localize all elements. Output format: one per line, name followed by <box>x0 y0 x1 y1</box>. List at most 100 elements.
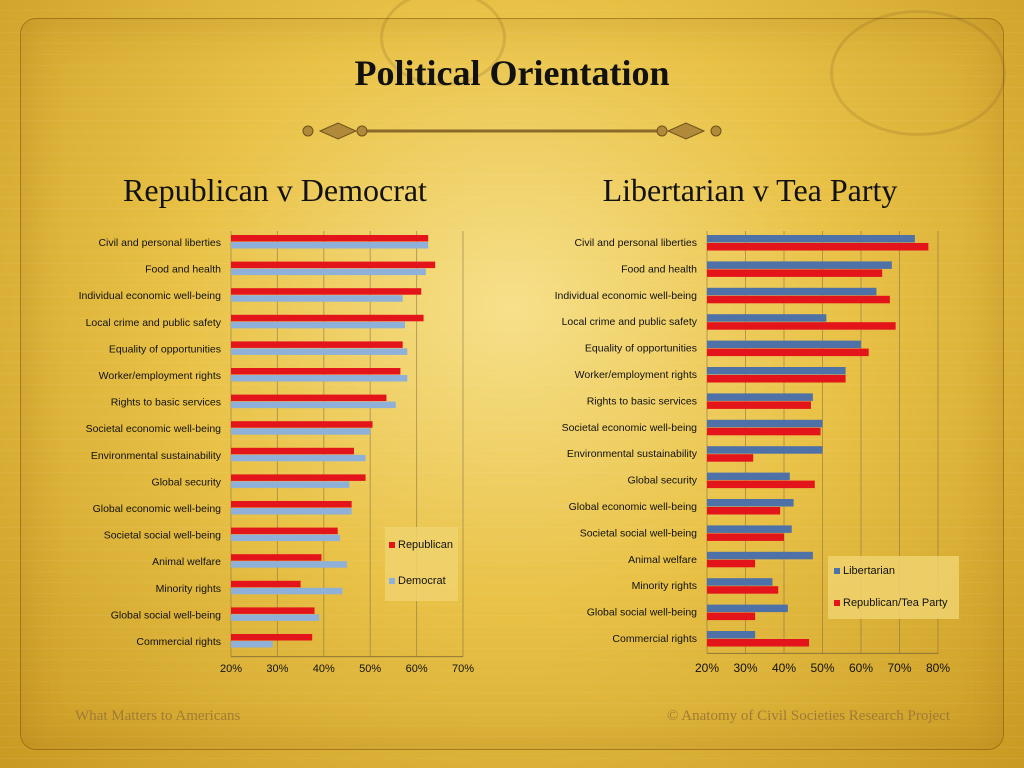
page-title: Political Orientation <box>354 53 670 93</box>
chart-1-category-label: Environmental sustainability <box>91 450 222 462</box>
chart-2-bar-series-2 <box>707 375 846 383</box>
legend-swatch-steelblue <box>834 568 840 575</box>
chart-1-bar-series-1 <box>231 580 301 588</box>
chart-2-category-label: Food and health <box>621 263 697 275</box>
chart-2-bar-series-2 <box>707 507 781 515</box>
chart-2-tick-label: 20% <box>695 661 719 675</box>
chart-1-bar-series-1 <box>231 288 422 295</box>
chart-1-tick-label: 20% <box>220 663 242 675</box>
chart-1-bar-series-2 <box>231 561 347 568</box>
chart-2-bar-series-1 <box>707 525 792 533</box>
chart-1-bar-series-1 <box>231 634 313 641</box>
chart-1-category-label: Rights to basic services <box>111 397 221 409</box>
chart-1-category-label: Global economic well-being <box>93 503 222 515</box>
chart-2-category-label: Global security <box>628 475 698 487</box>
chart-1-bar-series-2 <box>231 321 405 329</box>
chart-1-bar-series-1 <box>231 527 338 535</box>
chart-2-bar-series-2 <box>707 639 810 647</box>
footer-left: What Matters to Americans <box>75 708 241 724</box>
chart-1-category-label: Civil and personal liberties <box>98 237 221 249</box>
chart-2-bar-series-1 <box>707 340 861 349</box>
chart-2-bar-series-2 <box>707 427 821 436</box>
chart-1-category-label: Global security <box>152 476 222 488</box>
chart-1-bar-series-1 <box>231 501 352 508</box>
chart-1-bar-series-1 <box>231 554 322 561</box>
chart-2-bar-series-2 <box>707 401 811 409</box>
chart-2-category-label: Global economic well-being <box>569 501 698 513</box>
chart-1-bar-series-1 <box>231 341 403 348</box>
chart-2-category-label: Global social well-being <box>587 607 697 619</box>
chart-1-bar-series-1 <box>231 474 366 481</box>
chart-1-category-label: Local crime and public safety <box>86 317 222 329</box>
legend-item-tea-party: Republican/Tea Party <box>834 597 948 609</box>
chart-1-bar-series-2 <box>231 587 343 595</box>
chart-1-bar-series-2 <box>231 481 350 488</box>
chart-2-bar-series-1 <box>707 419 823 428</box>
chart-2-bar-series-2 <box>707 533 784 541</box>
chart-2-tick-label: 60% <box>849 661 873 675</box>
chart-2-category-label: Equality of opportunities <box>585 343 697 355</box>
chart-1-tick-label: 40% <box>313 663 335 675</box>
chart-1-bar-series-1 <box>231 447 354 455</box>
chart-2-bar-series-1 <box>707 446 823 454</box>
chart-2-bar-series-2 <box>707 322 896 330</box>
chart-2-bar-series-1 <box>707 631 756 639</box>
chart-2-bar-series-1 <box>707 287 877 296</box>
chart-1-legend: Republican Democrat <box>385 527 458 601</box>
chart-1-bar-series-2 <box>231 375 408 382</box>
chart-1-bar-series-1 <box>231 314 424 322</box>
legend-swatch-lightblue <box>389 578 395 585</box>
chart-1-bar-series-1 <box>231 394 387 402</box>
chart-2-bar-series-1 <box>707 261 892 269</box>
chart-1-bar-series-2 <box>231 454 366 462</box>
legend-label: Republican <box>398 539 454 551</box>
chart-1-bar-series-2 <box>231 508 352 515</box>
legend-swatch-red <box>834 600 840 607</box>
chart-1-bar-series-2 <box>231 242 429 249</box>
chart-1-bar-series-1 <box>231 421 373 428</box>
chart-1-bar-series-2 <box>231 295 403 302</box>
legend-label: Democrat <box>398 575 446 587</box>
footer-right: © Anatomy of Civil Societies Research Pr… <box>666 708 950 724</box>
legend-item-libertarian: Libertarian <box>834 565 895 577</box>
chart-2-title: Libertarian v Tea Party <box>602 172 898 208</box>
chart-2-category-label: Individual economic well-being <box>555 290 698 302</box>
postmark-stamp-1 <box>380 0 506 86</box>
ornament-divider <box>302 122 722 140</box>
chart-2-bar-series-1 <box>707 472 790 481</box>
chart-2-tick-label: 50% <box>810 661 834 675</box>
chart-1-bar-series-1 <box>231 261 436 269</box>
chart-1-tick-label: 70% <box>452 663 474 675</box>
chart-2-bar-series-1 <box>707 314 827 322</box>
chart-2-category-label: Worker/employment rights <box>575 369 697 381</box>
chart-1-category-label: Equality of opportunities <box>109 343 221 355</box>
chart-2-bar-series-1 <box>707 604 788 613</box>
chart-2-bar-series-2 <box>707 295 890 304</box>
chart-1-category-label: Commercial rights <box>136 636 221 648</box>
chart-2-category-label: Local crime and public safety <box>562 316 698 328</box>
legend-label: Republican/Tea Party <box>843 597 948 609</box>
chart-1-bar-series-2 <box>231 428 371 435</box>
chart-2-category-label: Societal economic well-being <box>562 422 698 434</box>
chart-2-bar-series-1 <box>707 393 813 401</box>
slide-frame <box>20 18 1004 750</box>
chart-2-category-label: Commercial rights <box>612 633 697 645</box>
legend-swatch-red <box>389 542 395 549</box>
chart-2-category-label: Rights to basic services <box>587 395 697 407</box>
chart-2-bar-series-2 <box>707 243 929 251</box>
chart-1-bar-series-2 <box>231 641 273 648</box>
chart-1-bar-series-1 <box>231 235 429 242</box>
chart-1-tick-label: 60% <box>406 663 428 675</box>
chart-2-tick-label: 30% <box>733 661 757 675</box>
chart-2-tick-label: 70% <box>887 661 911 675</box>
chart-1-category-label: Minority rights <box>156 583 221 595</box>
chart-2-tick-label: 40% <box>772 661 796 675</box>
chart-2-bar-series-2 <box>707 348 869 357</box>
chart-2-bar-series-1 <box>707 499 794 507</box>
chart-1-category-label: Global social well-being <box>111 609 221 621</box>
chart-1-bar-series-2 <box>231 268 426 276</box>
chart-2-tick-label: 80% <box>926 661 950 675</box>
chart-1-category-label: Worker/employment rights <box>99 370 221 382</box>
chart-1-tick-label: 30% <box>266 663 288 675</box>
